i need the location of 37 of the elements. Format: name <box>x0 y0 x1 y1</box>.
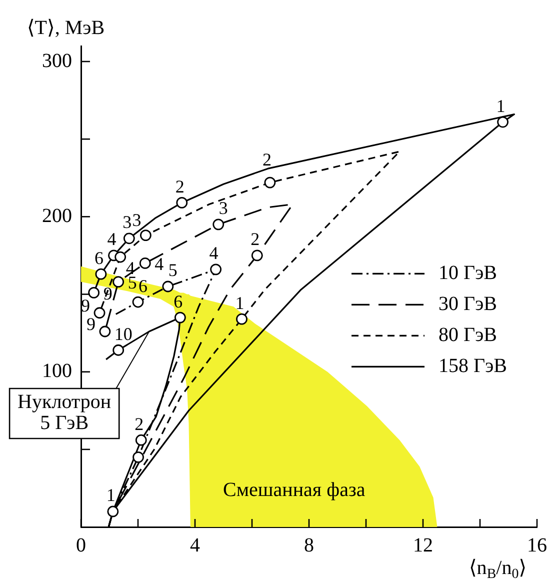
annotation: 1 <box>235 292 244 313</box>
annotation: 4 <box>154 254 164 274</box>
annotation: Нуклотрон 5 ГэВ <box>18 391 112 434</box>
legend-label: 80 ГэВ <box>438 324 498 346</box>
annotation: 2 <box>250 229 260 250</box>
annotation: 1 <box>496 96 506 116</box>
annotation: 2 <box>262 149 272 170</box>
x-tick-label: 8 <box>304 534 314 556</box>
x-axis-title: ⟨n$_{B}$/n$_{0}$⟩ <box>469 556 527 582</box>
annotation: 5 <box>168 260 178 280</box>
annotation: 4 <box>209 243 218 264</box>
legend-label: 10 ГэВ <box>438 262 498 284</box>
y-tick-label: 100 <box>42 360 72 382</box>
annotation: 10 <box>114 324 132 344</box>
annotation: 6 <box>174 291 183 312</box>
x-tick-label: 4 <box>190 534 200 556</box>
annotation: 9 <box>103 283 112 304</box>
annotation: 9 <box>86 314 96 334</box>
annotation: 6 <box>138 276 148 296</box>
annotation: 9 <box>81 296 90 316</box>
x-tick-label: 16 <box>527 534 547 556</box>
annotation: 1 <box>106 485 116 506</box>
legend-label: 30 ГэВ <box>438 292 498 315</box>
annotation: 3 <box>218 198 228 218</box>
x-tick-label: 0 <box>76 534 86 556</box>
annotation: 2 <box>175 176 184 196</box>
annotation: 6 <box>94 248 104 268</box>
annotation: 2 <box>134 414 144 434</box>
annotation: 3 <box>122 212 132 232</box>
y-tick-label: 300 <box>42 50 72 72</box>
annotation: 4 <box>107 229 116 250</box>
legend-label: 158 ГэВ <box>438 354 508 377</box>
annotation: Смешанная фаза <box>222 478 366 501</box>
annotation: 3 <box>132 210 142 230</box>
y-axis-title: ⟨T⟩, МэВ <box>27 16 105 40</box>
y-tick-label: 200 <box>42 204 72 227</box>
x-tick-label: 12 <box>413 534 433 556</box>
